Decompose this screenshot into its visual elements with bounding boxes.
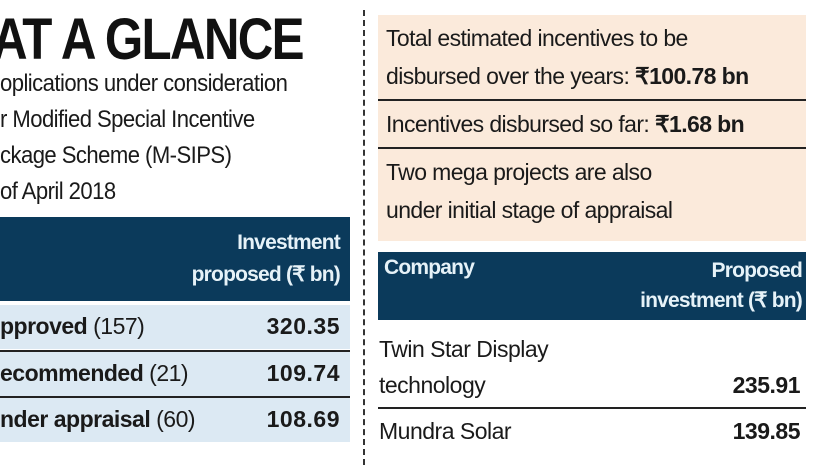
header-proposed: proposed (₹ bn)	[191, 263, 341, 286]
row-label: ecommended	[0, 360, 144, 386]
intro-line: r Modified Special Incentive	[0, 106, 255, 133]
disbursed-value: ₹1.68 bn	[654, 111, 745, 137]
header-proposed: Proposed	[711, 259, 803, 282]
row-count: (60)	[156, 406, 196, 432]
mega-line1: Two mega projects are also	[386, 159, 652, 185]
row-count: (157)	[93, 313, 145, 339]
company-name: Twin Star Display	[379, 336, 549, 362]
column-divider	[363, 10, 365, 465]
disbursed-label: Incentives disbursed so far:	[386, 111, 650, 137]
total-line1: Total estimated incentives to be	[386, 25, 688, 51]
table-row: nder appraisal (60) 108.69	[0, 398, 350, 442]
investment-value: 139.85	[732, 418, 801, 444]
divider	[378, 147, 806, 149]
total-value: ₹100.78 bn	[635, 63, 749, 89]
divider	[0, 396, 350, 398]
row-value: 320.35	[266, 313, 340, 339]
row-value: 109.74	[266, 360, 340, 386]
divider	[378, 99, 806, 101]
intro-line: oplications under consideration	[0, 70, 288, 97]
header-investment: Investment	[237, 231, 341, 254]
row-count: (21)	[149, 360, 189, 386]
row-label: pproved	[0, 313, 88, 339]
investment-value: 235.91	[732, 372, 801, 398]
header-company: Company	[384, 256, 475, 279]
table-row: ecommended (21) 109.74	[0, 352, 350, 396]
left-table-header: Investment proposed (₹ bn)	[0, 217, 350, 301]
row-value: 108.69	[266, 406, 340, 432]
intro-line: of April 2018	[0, 178, 116, 205]
company-name: Mundra Solar	[379, 418, 512, 444]
mega-line2: under initial stage of appraisal	[386, 197, 673, 223]
total-line2: disbursed over the years:	[386, 63, 630, 89]
table-row: pproved (157) 320.35	[0, 305, 350, 349]
company-name-line2: technology	[379, 372, 486, 398]
divider	[0, 350, 350, 352]
right-table-header: Company Proposed investment (₹ bn)	[378, 252, 806, 320]
divider	[378, 407, 806, 409]
intro-line: ckage Scheme (M-SIPS)	[0, 142, 232, 169]
summary-box: Total estimated incentives to be disburs…	[378, 15, 806, 241]
header-investment: investment (₹ bn)	[640, 289, 803, 312]
page-title: AT A GLANCE	[0, 7, 305, 72]
row-label: nder appraisal	[0, 406, 151, 432]
